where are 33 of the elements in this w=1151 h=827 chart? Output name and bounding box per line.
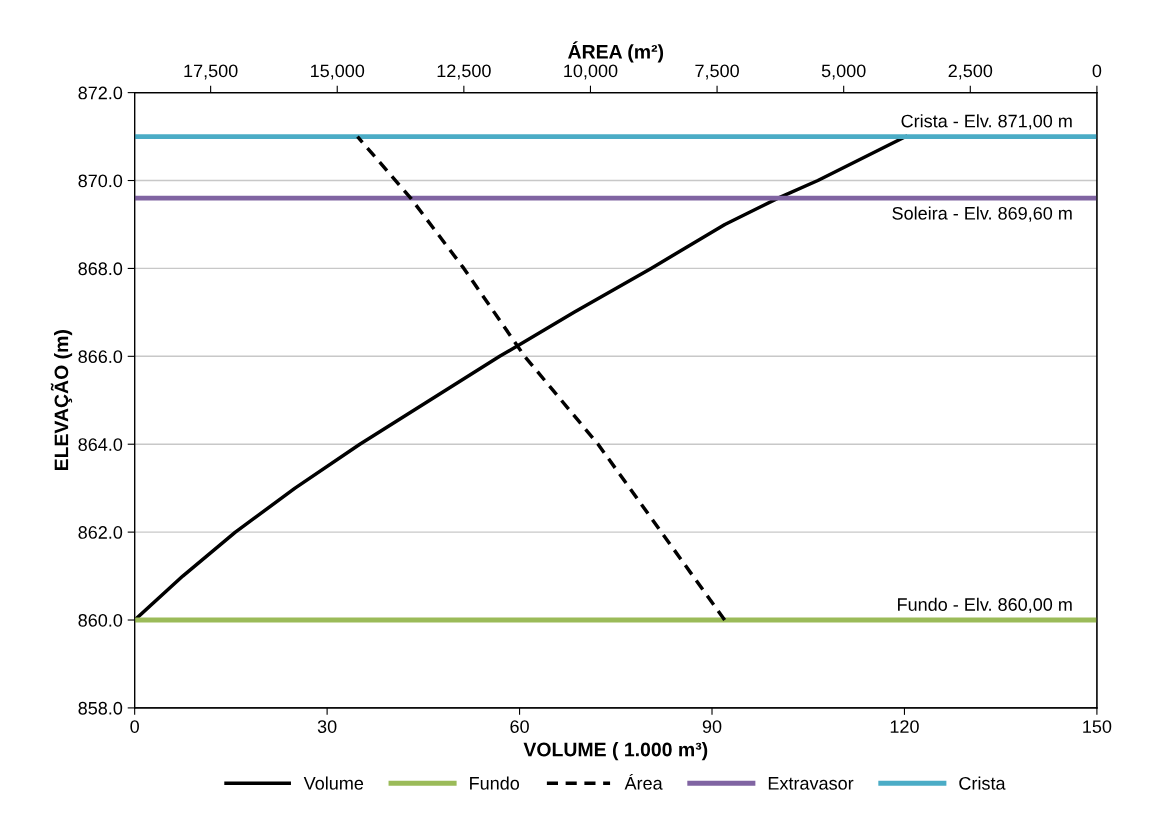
x2-tick-label: 7,500 xyxy=(695,64,739,80)
y-tick-label: 862.0 xyxy=(78,526,123,539)
x2-tick-label: 15,000 xyxy=(311,64,365,80)
y-tick-label: 872.0 xyxy=(78,86,123,100)
annotation: Soleira - Elv. 869,60 m xyxy=(892,206,1072,222)
x-tick-label: 60 xyxy=(510,720,529,733)
x2-tick-label: 0 xyxy=(1092,64,1102,78)
x-tick-label: 150 xyxy=(1083,720,1112,733)
x-tick-label: 0 xyxy=(130,720,139,733)
x-axis-title: VOLUME ( 1.000 m³) xyxy=(523,742,708,761)
legend-label: Fundo xyxy=(470,776,520,790)
legend-label: Crista xyxy=(959,776,1006,790)
y-axis-title: ELEVAÇÃO (m) xyxy=(50,330,73,471)
legend-label: Volume xyxy=(303,776,364,790)
annotation: Fundo - Elv. 860,00 m xyxy=(898,597,1072,614)
x2-axis-title: ÁREA (m²) xyxy=(568,41,664,63)
x2-tick-label: 17,500 xyxy=(184,64,238,80)
y-tick-label: 870.0 xyxy=(78,174,123,188)
x2-tick-label: 5,000 xyxy=(821,64,866,80)
legend-label: Extravasor xyxy=(768,777,854,790)
x2-tick-label: 2,500 xyxy=(948,64,993,80)
y-tick-label: 860.0 xyxy=(78,613,123,627)
x-tick-label: 90 xyxy=(702,720,722,733)
y-tick-label: 868.0 xyxy=(78,262,123,276)
x2-tick-label: 10,000 xyxy=(564,64,618,80)
annotation: Crista - Elv. 871,00 m xyxy=(901,114,1072,130)
x-tick-label: 30 xyxy=(317,720,337,733)
x-tick-label: 120 xyxy=(890,720,919,733)
y-tick-label: 866.0 xyxy=(78,350,123,364)
x2-tick-label: 12,500 xyxy=(437,64,491,80)
y-tick-label: 864.0 xyxy=(78,438,123,451)
legend-label: Área xyxy=(624,773,663,790)
y-tick-label: 858.0 xyxy=(78,701,123,715)
